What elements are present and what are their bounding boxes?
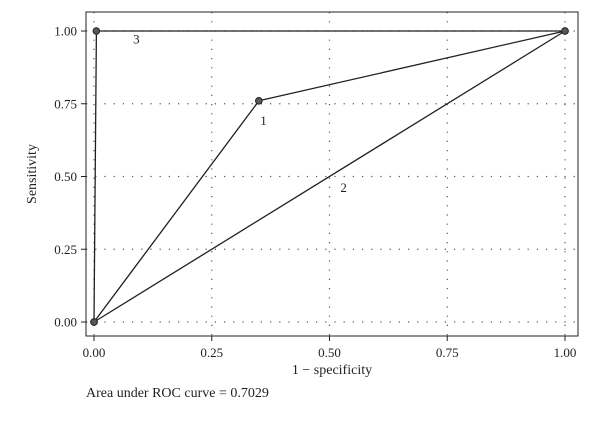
y-tick-label: 0.50 (54, 169, 77, 184)
x-tick-label: 0.50 (318, 345, 341, 360)
x-tick-label: 0.75 (436, 345, 459, 360)
roc-chart: 0.00 0.25 0.50 0.75 1.00 0.00 0.25 0.50 0.75 1.00… (25, 11, 579, 378)
y-tick-label: 0.00 (54, 315, 77, 330)
y-axis-title: Sensitivity (25, 144, 40, 204)
x-tick-label: 0.25 (200, 345, 223, 360)
axis-ticks: 0.00 0.25 0.50 0.75 1.00 0.00 0.25 0.50 0.75 1.00 (54, 24, 576, 361)
curve-label-2: 2 (340, 180, 347, 195)
x-tick-label: 1.00 (554, 345, 577, 360)
x-tick-label: 0.00 (83, 345, 106, 360)
roc-point-3 (90, 318, 98, 326)
curve-labels: 1 2 3 (133, 32, 347, 195)
roc-point-3 (561, 27, 569, 35)
curve-label-3: 3 (133, 32, 140, 47)
data-points (90, 27, 569, 326)
x-axis-title: 1 − specificity (292, 363, 372, 378)
grid-lines (86, 12, 578, 336)
plot-frame (85, 11, 579, 337)
y-tick-label: 0.25 (54, 242, 77, 257)
roc-point-3 (92, 27, 101, 35)
curve-label-1: 1 (260, 113, 267, 128)
y-tick-label: 0.75 (54, 96, 77, 111)
roc-curve-2 (93, 30, 566, 323)
auc-caption: Area under ROC curve = 0.7029 (86, 386, 269, 401)
y-tick-label: 1.00 (54, 24, 77, 39)
roc-curves (93, 30, 566, 323)
roc-point-1 (255, 97, 263, 105)
